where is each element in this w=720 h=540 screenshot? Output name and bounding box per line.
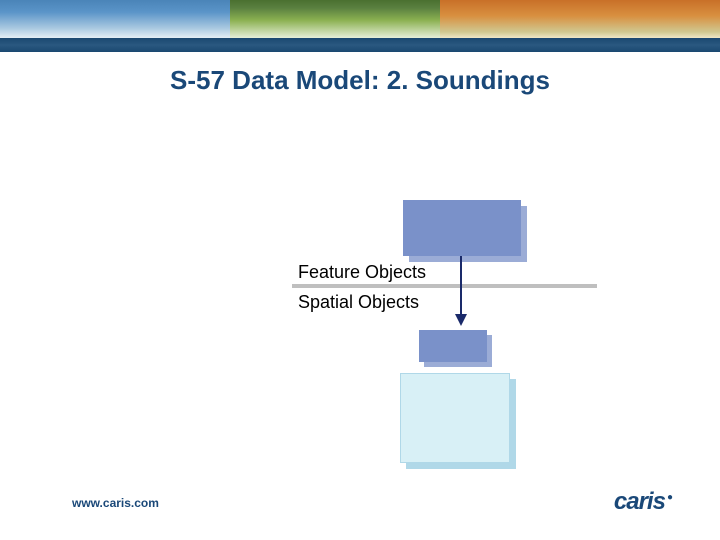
spatial-objects-label: Spatial Objects [298, 292, 419, 313]
footer-url: www.caris.com [72, 496, 159, 510]
arrow-head-icon [455, 314, 467, 326]
banner-bar [0, 38, 720, 52]
arrow-line [460, 256, 462, 314]
node-box [419, 330, 487, 362]
footer-logo: caris● [614, 488, 672, 516]
banner-segment-sky [0, 0, 230, 40]
feature-box [403, 200, 521, 256]
cluster-box [400, 373, 510, 463]
banner-segment-land [230, 0, 440, 40]
logo-mark-icon: ● [667, 492, 672, 503]
header-banner [0, 0, 720, 52]
divider-line [292, 284, 597, 288]
banner-segment-code [440, 0, 720, 40]
logo-text: caris [614, 488, 665, 515]
feature-objects-label: Feature Objects [298, 262, 426, 283]
page-title: S-57 Data Model: 2. Soundings [0, 65, 720, 96]
